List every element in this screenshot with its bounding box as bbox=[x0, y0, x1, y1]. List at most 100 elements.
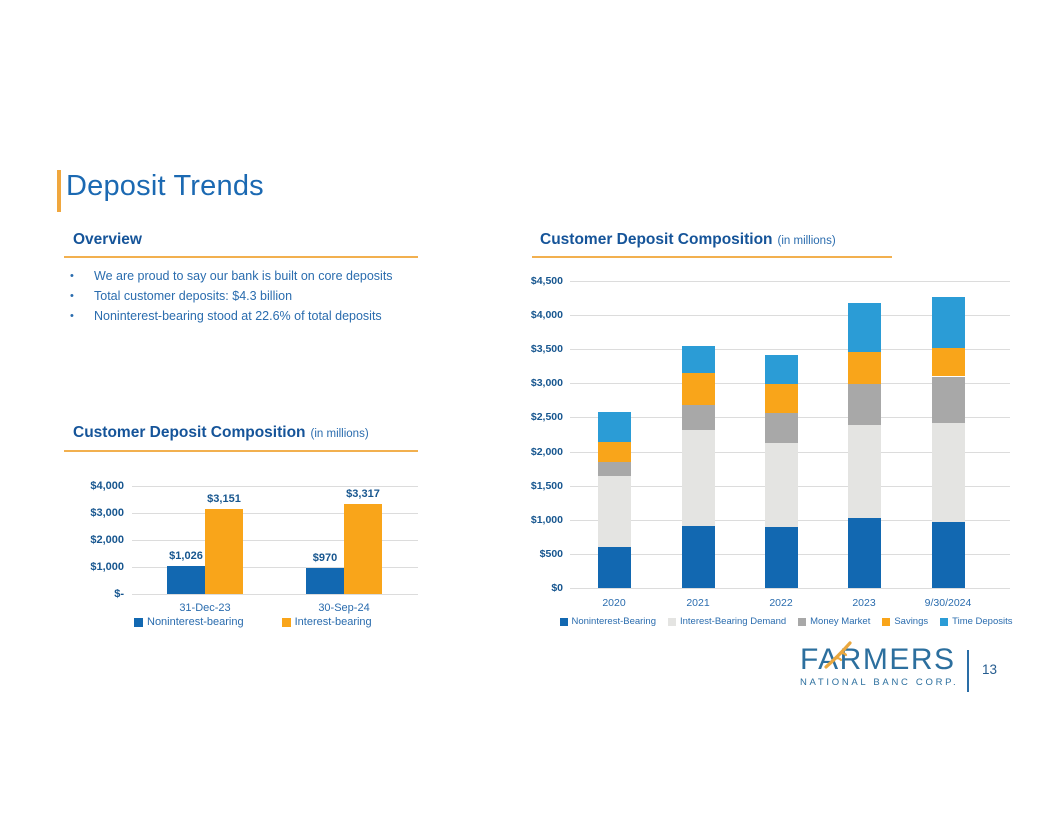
bullet-item: • Noninterest-bearing stood at 22.6% of t… bbox=[64, 306, 424, 326]
deposit-composition-stacked-chart: $4,500 $4,000 $3,500 $3,000 $2,500 $2,000 $1,5… bbox=[531, 268, 1018, 640]
x-axis-label: 2021 bbox=[686, 597, 710, 609]
stacked-bar-segment bbox=[681, 346, 715, 374]
stacked-bar-segment bbox=[681, 373, 715, 406]
y-axis-tick-label: $0 bbox=[551, 582, 563, 594]
legend-item: Money Market bbox=[798, 616, 870, 627]
legend-marker-icon bbox=[559, 617, 568, 626]
chart-legend: Noninterest-Bearing Interest-Bearing Dema… bbox=[556, 616, 1016, 627]
y-axis-tick-label: $3,000 bbox=[90, 506, 124, 519]
right-chart-heading: Customer Deposit Composition (in millions… bbox=[540, 231, 836, 248]
legend-marker-icon bbox=[940, 617, 949, 626]
legend-label: Money Market bbox=[810, 616, 871, 627]
bar-value-label: $3,317 bbox=[346, 488, 380, 501]
legend-item: Noninterest-Bearing bbox=[559, 616, 657, 627]
legend-label: Noninterest-Bearing bbox=[571, 616, 657, 627]
gridline bbox=[132, 486, 418, 487]
overview-underline bbox=[64, 256, 418, 258]
stacked-bar-segment bbox=[931, 348, 965, 377]
y-axis-tick-label: $1,000 bbox=[530, 513, 563, 526]
legend-marker-icon bbox=[882, 617, 891, 626]
stacked-bar-segment bbox=[681, 405, 715, 430]
bullet-item: • Total customer deposits: $4.3 billion bbox=[64, 286, 424, 306]
bullet-item: • We are proud to say our bank is built o… bbox=[64, 266, 424, 286]
stacked-bar-segment bbox=[681, 429, 715, 526]
logo-page-divider bbox=[967, 650, 969, 692]
left-chart-heading: Customer Deposit Composition (in millions… bbox=[73, 424, 369, 441]
overview-bullet-list: • We are proud to say our bank is built o… bbox=[64, 266, 424, 326]
gridline bbox=[132, 594, 418, 595]
bullet-icon: • bbox=[70, 270, 74, 282]
stacked-bar-segment bbox=[931, 297, 965, 349]
chart-legend: Noninterest-bearing Interest-bearing bbox=[134, 616, 434, 628]
legend-marker-icon bbox=[668, 617, 676, 626]
y-axis-tick-label: $- bbox=[114, 587, 124, 600]
legend-label: Noninterest-bearing bbox=[147, 616, 244, 628]
stacked-bar-segment bbox=[597, 546, 631, 588]
x-axis-label: 30-Sep-24 bbox=[318, 602, 370, 614]
stacked-bar-segment bbox=[597, 461, 631, 476]
legend-label: Savings bbox=[894, 616, 929, 627]
bar-value-label: $3,151 bbox=[207, 492, 241, 505]
legend-label: Time Deposits bbox=[952, 616, 1013, 627]
stacked-bar-segment bbox=[931, 422, 965, 522]
legend-label: Interest-Bearing Demand bbox=[680, 616, 787, 627]
stacked-bar-segment bbox=[764, 443, 798, 528]
wheat-stalk-icon bbox=[824, 641, 852, 669]
gridline bbox=[132, 567, 418, 568]
bar bbox=[205, 508, 243, 594]
stacked-bar-segment bbox=[764, 527, 798, 588]
gridline bbox=[570, 281, 1010, 282]
y-axis-tick-label: $2,000 bbox=[530, 445, 563, 458]
bar bbox=[344, 504, 382, 594]
y-axis-tick-label: $500 bbox=[539, 547, 563, 560]
y-axis-tick-label: $3,000 bbox=[530, 377, 563, 390]
legend-item: Time Deposits bbox=[940, 616, 1013, 627]
y-axis-tick-label: $3,500 bbox=[530, 343, 563, 356]
left-chart-underline bbox=[64, 450, 418, 452]
y-axis-tick-label: $1,000 bbox=[90, 560, 124, 573]
stacked-bar-segment bbox=[847, 518, 881, 588]
stacked-bar-segment bbox=[847, 351, 881, 384]
stacked-bar-segment bbox=[847, 383, 881, 425]
gridline bbox=[570, 349, 1010, 351]
legend-item: Interest-bearing bbox=[281, 616, 372, 628]
bar-value-label: $970 bbox=[312, 551, 338, 564]
gridline bbox=[132, 540, 418, 541]
y-axis-tick-label: $4,000 bbox=[90, 479, 124, 492]
logo-wordmark: FARMERS bbox=[800, 641, 1030, 676]
stacked-bar-segment bbox=[597, 475, 631, 547]
page-number: 13 bbox=[982, 662, 998, 677]
x-axis-label: 2022 bbox=[769, 597, 793, 609]
logo-subtitle: NATIONAL BANC CORP. bbox=[800, 677, 959, 688]
bullet-icon: • bbox=[70, 290, 74, 302]
stacked-bar-segment bbox=[931, 521, 965, 588]
stacked-bar-segment bbox=[681, 525, 715, 588]
overview-heading: Overview bbox=[73, 231, 142, 248]
stacked-bar-segment bbox=[931, 376, 965, 423]
stacked-bar-segment bbox=[847, 303, 881, 352]
deposit-composition-grouped-chart: $4,000 $3,000 $2,000 $1,000 $- $1,026 $3,151 31… bbox=[64, 470, 435, 645]
company-logo: FARMERS NATIONAL BANC CORP. bbox=[800, 641, 1030, 704]
title-accent-bar bbox=[57, 170, 61, 212]
stacked-bar-segment bbox=[847, 424, 881, 518]
y-axis-tick-label: $4,000 bbox=[530, 309, 563, 322]
bar bbox=[167, 566, 205, 594]
legend-item: Noninterest-bearing bbox=[134, 616, 244, 628]
right-chart-heading-suffix: (in millions) bbox=[777, 235, 836, 247]
stacked-bar-segment bbox=[764, 354, 798, 384]
legend-marker-icon bbox=[134, 617, 143, 627]
legend-marker-icon bbox=[281, 617, 291, 627]
left-chart-heading-suffix: (in millions) bbox=[310, 428, 369, 440]
gridline bbox=[132, 513, 418, 514]
gridline bbox=[570, 315, 1010, 317]
x-axis-label: 2023 bbox=[852, 597, 876, 609]
stacked-bar-segment bbox=[597, 411, 631, 443]
legend-marker-icon bbox=[798, 617, 807, 626]
stacked-bar-segment bbox=[597, 442, 631, 462]
gridline bbox=[570, 588, 1010, 589]
bullet-icon: • bbox=[70, 310, 74, 322]
bar-value-label: $1,026 bbox=[169, 550, 203, 563]
y-axis-tick-label: $2,500 bbox=[530, 411, 563, 424]
bar bbox=[306, 567, 344, 594]
right-chart-underline bbox=[532, 256, 892, 258]
